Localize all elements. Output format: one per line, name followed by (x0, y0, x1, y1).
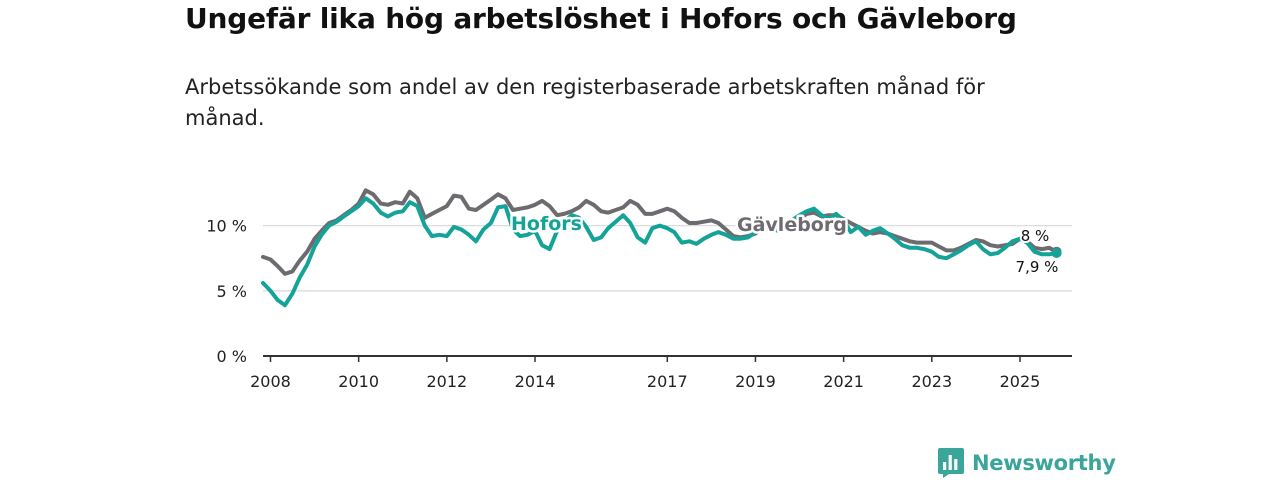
x-tick-label: 2019 (735, 372, 776, 391)
end-point-hofors (1051, 248, 1062, 259)
brand-logo: Newsworthy (938, 448, 1116, 478)
chart-title: Ungefär lika hög arbetslöshet i Hofors o… (185, 2, 1017, 35)
x-tick-label: 2010 (338, 372, 379, 391)
y-tick-label: 10 % (206, 217, 247, 236)
brand-name: Newsworthy (972, 451, 1116, 475)
end-value-label-hofors: 7,9 % (1016, 258, 1059, 276)
axis-layer: 0 % 5 % 10 % 2008 2010 2012 2014 2017 2019 2021 20… (206, 217, 1072, 391)
x-tick-label: 2014 (515, 372, 556, 391)
label-layer: Gävleborg Hofors 8 % 7,9 % (509, 211, 1061, 279)
x-tick-label: 2008 (250, 372, 291, 391)
chart-subtitle: Arbetssökande som andel av den registerb… (185, 75, 985, 130)
x-tick-label: 2012 (426, 372, 467, 391)
y-tick-label: 0 % (217, 347, 247, 366)
series-line-gavleborg (261, 188, 1059, 276)
x-tick-label: 2025 (1000, 372, 1041, 391)
series-layer (261, 188, 1062, 308)
x-tick-label: 2023 (911, 372, 952, 391)
grid-layer (263, 224, 1072, 292)
bar-chart-speech-bubble-icon (938, 448, 964, 478)
series-label-hofors: Hofors (511, 213, 582, 235)
x-tick-label: 2021 (823, 372, 864, 391)
line-chart: 0 % 5 % 10 % 2008 2010 2012 2014 2017 2019 2021 20… (206, 188, 1072, 391)
series-label-gavleborg: Gävleborg (737, 214, 847, 236)
end-value-label-gavleborg: 8 % (1021, 227, 1050, 245)
x-tick-label: 2017 (647, 372, 688, 391)
y-tick-label: 5 % (217, 282, 247, 301)
series-line-hofors (261, 196, 1059, 308)
